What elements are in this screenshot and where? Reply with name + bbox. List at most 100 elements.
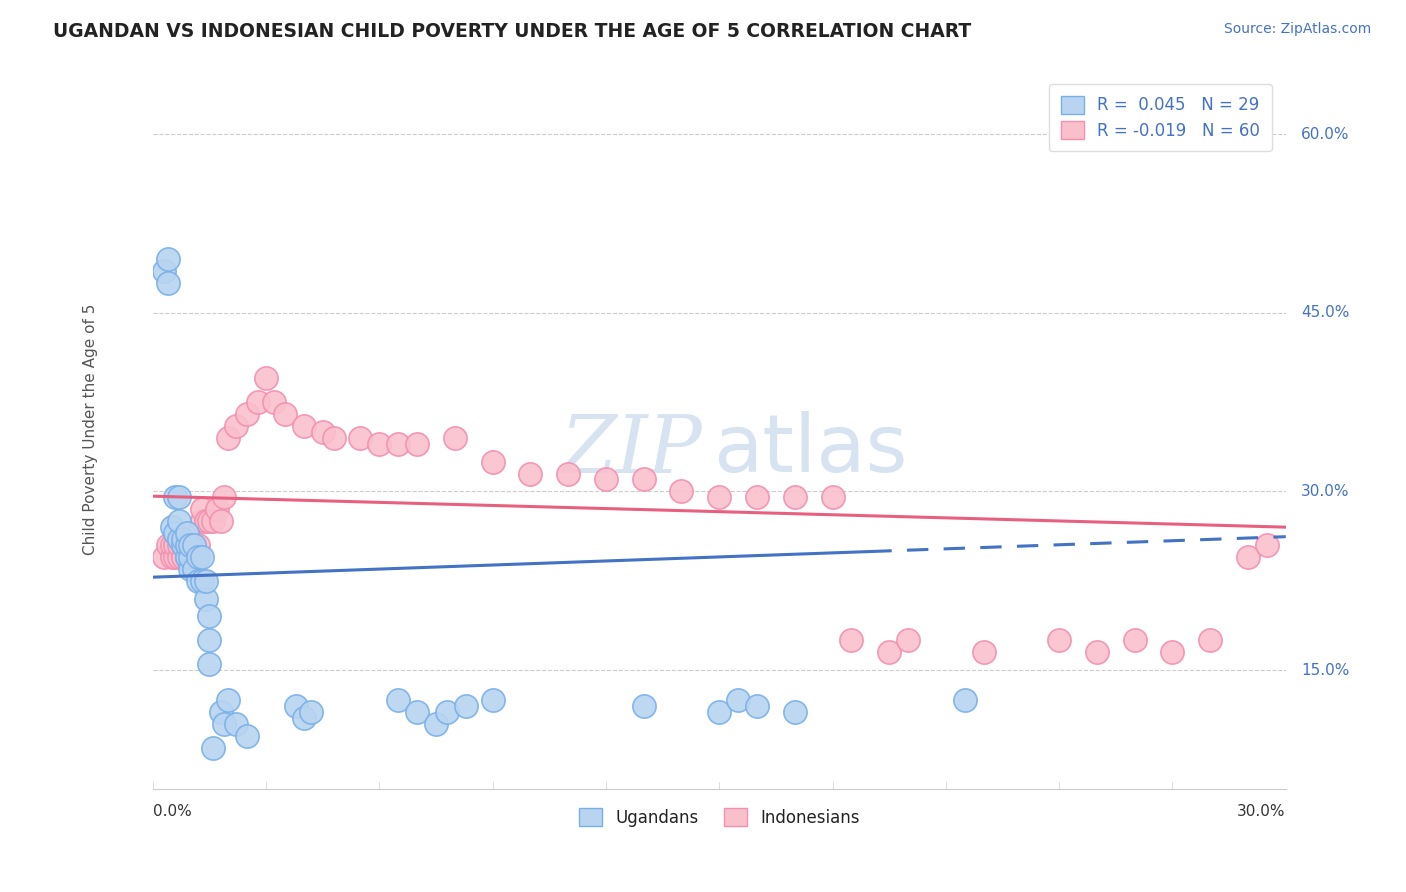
Point — [236, 729, 259, 743]
Point — [183, 562, 205, 576]
Text: UGANDAN VS INDONESIAN CHILD POVERTY UNDER THE AGE OF 5 CORRELATION CHART: UGANDAN VS INDONESIAN CHILD POVERTY UNDE… — [53, 22, 972, 41]
Point — [167, 532, 190, 546]
Point — [1047, 633, 1070, 648]
Point — [444, 431, 467, 445]
Point — [160, 538, 183, 552]
Point — [1161, 645, 1184, 659]
Point — [406, 436, 429, 450]
Text: 60.0%: 60.0% — [1301, 127, 1350, 142]
Point — [274, 407, 297, 421]
Point — [153, 264, 176, 278]
Point — [156, 276, 179, 290]
Point — [205, 502, 228, 516]
Legend: Ugandans, Indonesians: Ugandans, Indonesians — [571, 799, 868, 835]
Point — [225, 716, 247, 731]
Point — [202, 740, 225, 755]
Point — [179, 538, 201, 552]
Point — [745, 698, 768, 713]
Point — [160, 549, 183, 564]
Point — [176, 549, 198, 564]
Point — [841, 633, 863, 648]
Point — [172, 549, 194, 564]
Point — [191, 502, 214, 516]
Point — [198, 657, 221, 672]
Point — [176, 538, 198, 552]
Point — [285, 698, 308, 713]
Point — [263, 395, 285, 409]
Point — [1199, 633, 1222, 648]
Point — [953, 693, 976, 707]
Point — [167, 549, 190, 564]
Point — [292, 418, 315, 433]
Point — [633, 698, 655, 713]
Point — [595, 473, 617, 487]
Point — [183, 549, 205, 564]
Point — [198, 609, 221, 624]
Point — [671, 484, 693, 499]
Text: ZIP: ZIP — [561, 412, 702, 489]
Point — [387, 693, 409, 707]
Text: Child Poverty Under the Age of 5: Child Poverty Under the Age of 5 — [83, 303, 98, 555]
Point — [179, 562, 201, 576]
Point — [323, 431, 346, 445]
Point — [1237, 549, 1260, 564]
Text: atlas: atlas — [714, 411, 908, 490]
Point — [153, 549, 176, 564]
Point — [156, 538, 179, 552]
Point — [187, 574, 209, 588]
Point — [214, 716, 236, 731]
Point — [1123, 633, 1146, 648]
Point — [745, 491, 768, 505]
Point — [783, 705, 806, 719]
Point — [406, 705, 429, 719]
Point — [312, 425, 335, 439]
Point — [194, 514, 217, 528]
Point — [709, 705, 731, 719]
Text: 30.0%: 30.0% — [1301, 484, 1350, 499]
Point — [179, 549, 201, 564]
Point — [209, 705, 232, 719]
Point — [1256, 538, 1278, 552]
Point — [172, 538, 194, 552]
Point — [209, 514, 232, 528]
Text: 30.0%: 30.0% — [1237, 804, 1286, 819]
Point — [973, 645, 995, 659]
Point — [187, 549, 209, 564]
Text: 15.0%: 15.0% — [1301, 663, 1350, 678]
Point — [897, 633, 920, 648]
Point — [165, 549, 187, 564]
Text: 45.0%: 45.0% — [1301, 305, 1350, 320]
Point — [172, 532, 194, 546]
Point — [183, 538, 205, 552]
Point — [160, 520, 183, 534]
Point — [519, 467, 541, 481]
Point — [633, 473, 655, 487]
Point — [877, 645, 900, 659]
Point — [167, 514, 190, 528]
Point — [254, 371, 277, 385]
Point — [191, 514, 214, 528]
Point — [165, 491, 187, 505]
Point — [167, 491, 190, 505]
Point — [187, 549, 209, 564]
Point — [176, 526, 198, 541]
Point — [179, 538, 201, 552]
Point — [187, 538, 209, 552]
Point — [387, 436, 409, 450]
Point — [247, 395, 270, 409]
Point — [481, 455, 503, 469]
Point — [176, 549, 198, 564]
Point — [198, 633, 221, 648]
Point — [217, 693, 239, 707]
Point — [156, 252, 179, 266]
Point — [225, 418, 247, 433]
Point — [368, 436, 391, 450]
Point — [1085, 645, 1108, 659]
Text: 0.0%: 0.0% — [153, 804, 191, 819]
Point — [167, 538, 190, 552]
Point — [821, 491, 844, 505]
Point — [292, 711, 315, 725]
Point — [783, 491, 806, 505]
Point — [172, 538, 194, 552]
Point — [198, 514, 221, 528]
